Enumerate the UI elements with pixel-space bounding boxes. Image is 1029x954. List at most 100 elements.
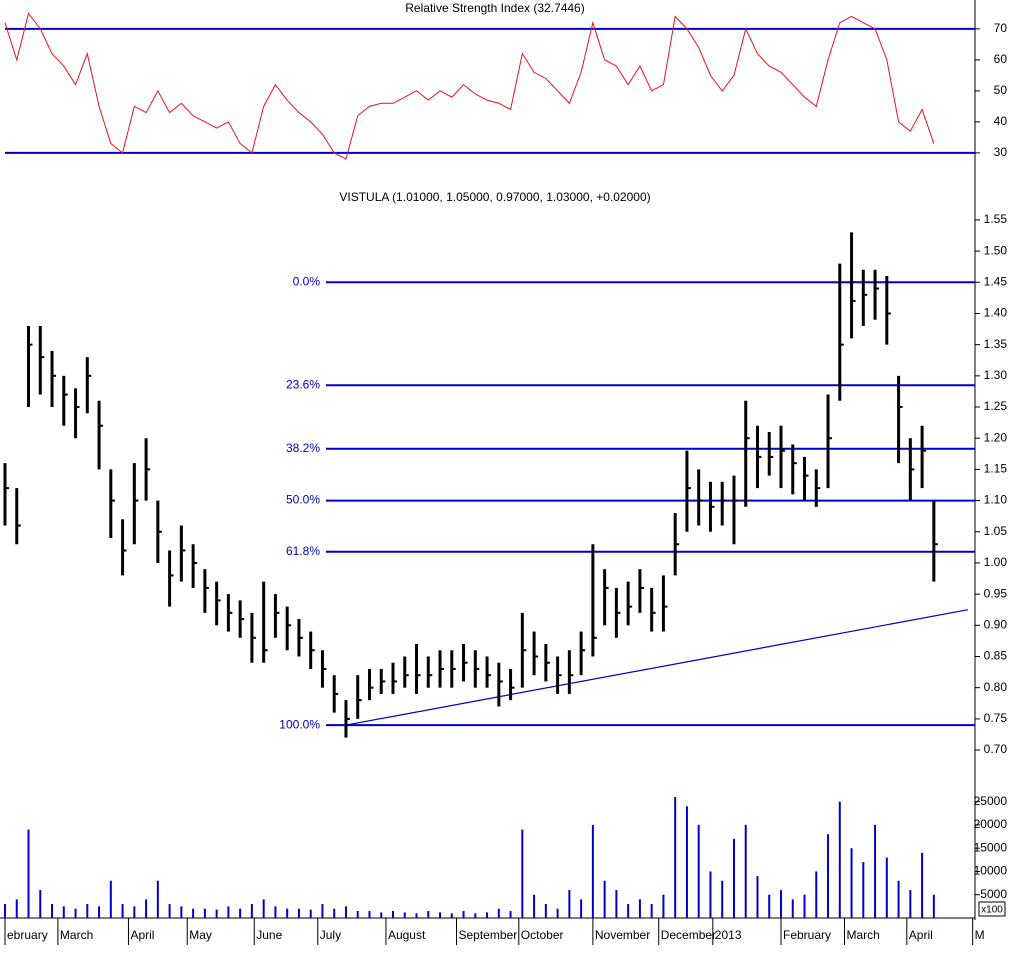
y-tick-label: 0.75 (984, 711, 1008, 725)
volume-bar (15, 899, 18, 918)
volume-bar (356, 911, 359, 918)
y-tick-label: 1.15 (984, 462, 1008, 476)
volume-bar (591, 824, 594, 918)
volume-bar (309, 909, 312, 918)
volume-bar (674, 796, 677, 918)
x-tick-label: July (320, 928, 341, 942)
volume-bar (662, 894, 665, 918)
volume-bar (803, 894, 806, 918)
rsi-line (4, 12, 935, 160)
y-tick-label: 30 (994, 145, 1008, 159)
volume-bar (62, 906, 65, 918)
volume-bar (121, 904, 124, 918)
volume-bar (145, 899, 148, 918)
volume-bar (897, 880, 900, 918)
volume-bar (250, 904, 253, 918)
volume-bar (885, 857, 888, 918)
volume-bar (156, 880, 159, 918)
fib-label: 100.0% (279, 717, 320, 731)
chart-title: Relative Strength Index (32.7446) (405, 1, 584, 15)
volume-bar (732, 838, 735, 918)
volume-bar (556, 908, 559, 918)
y-tick-label: 40 (994, 114, 1008, 128)
y-tick-label: 1.30 (984, 368, 1008, 382)
volume-bar (239, 908, 242, 918)
volume-bar (462, 911, 465, 918)
x-tick-label: March (846, 928, 879, 942)
volume-bar (497, 908, 500, 918)
y-tick-label: 1.55 (984, 212, 1008, 226)
fib-label: 38.2% (286, 441, 320, 455)
volume-bar (227, 906, 230, 918)
y-tick-label: 70 (994, 21, 1008, 35)
volume-bar (262, 899, 265, 918)
volume-bar (321, 904, 324, 918)
y-tick-label: 20000 (974, 817, 1008, 831)
y-tick-label: 1.05 (984, 524, 1008, 538)
volume-bar (744, 824, 747, 918)
volume-bar (862, 862, 865, 918)
volume-bar (815, 871, 818, 918)
y-tick-label: 1.45 (984, 274, 1008, 288)
y-tick-label: 15000 (974, 840, 1008, 854)
volume-bar (780, 890, 782, 918)
y-tick-label: 1.10 (984, 493, 1008, 507)
volume-bar (109, 880, 112, 918)
volume-bar (168, 904, 171, 918)
volume-bar (39, 890, 42, 918)
y-tick-label: 1.20 (984, 430, 1008, 444)
volume-bar (932, 894, 935, 918)
x-tick-label: April (909, 928, 933, 942)
volume-bar (333, 908, 336, 918)
volume-bar (368, 911, 371, 918)
volume-bar (768, 894, 771, 918)
volume-bar (709, 871, 712, 918)
fib-label: 50.0% (286, 493, 320, 507)
x-tick-label: May (189, 928, 212, 942)
x-tick-label: March (60, 928, 93, 942)
x-tick-label: April (130, 928, 154, 942)
y-tick-label: 0.95 (984, 586, 1008, 600)
volume-bar (509, 911, 512, 918)
y-tick-label: 1.40 (984, 306, 1008, 320)
volume-bar (86, 904, 89, 918)
volume-bar (4, 904, 6, 918)
volume-bar (721, 880, 724, 918)
volume-bar (403, 912, 406, 918)
trendline (345, 609, 969, 726)
volume-bar (98, 906, 101, 918)
volume-bar (474, 913, 477, 918)
volume-bar (874, 824, 877, 918)
volume-bar (74, 908, 77, 918)
x-tick-label: October (521, 928, 564, 942)
y-tick-label: 50 (994, 83, 1008, 97)
y-tick-label: 0.90 (984, 617, 1008, 631)
volume-bar (203, 908, 206, 918)
volume-bar (215, 909, 218, 918)
volume-bar (274, 906, 277, 918)
volume-bar (638, 899, 641, 918)
volume-bar (850, 848, 853, 918)
volume-bar (838, 801, 841, 918)
y-tick-label: 25000 (974, 794, 1008, 808)
volume-bar (615, 890, 618, 918)
x-tick-label: August (388, 928, 426, 942)
unit-box (978, 901, 1006, 917)
volume-bar (51, 904, 54, 918)
volume-bar (521, 829, 524, 918)
volume-bar (533, 894, 536, 918)
volume-bar (392, 911, 394, 918)
y-tick-label: 1.25 (984, 399, 1008, 413)
volume-bar (650, 904, 653, 918)
volume-bar (380, 912, 383, 918)
volume-bar (827, 834, 830, 918)
x-tick-label: September (458, 928, 517, 942)
volume-bar (791, 899, 794, 918)
volume-bar (921, 852, 924, 918)
x-tick-label: June (256, 928, 282, 942)
unit-label: x100 (981, 905, 1003, 916)
x-tick-label: February (783, 928, 831, 942)
y-tick-label: 5000 (980, 887, 1007, 901)
y-tick-label: 1.00 (984, 555, 1008, 569)
chart-title: VISTULA (1.01000, 1.05000, 0.97000, 1.03… (339, 190, 650, 204)
